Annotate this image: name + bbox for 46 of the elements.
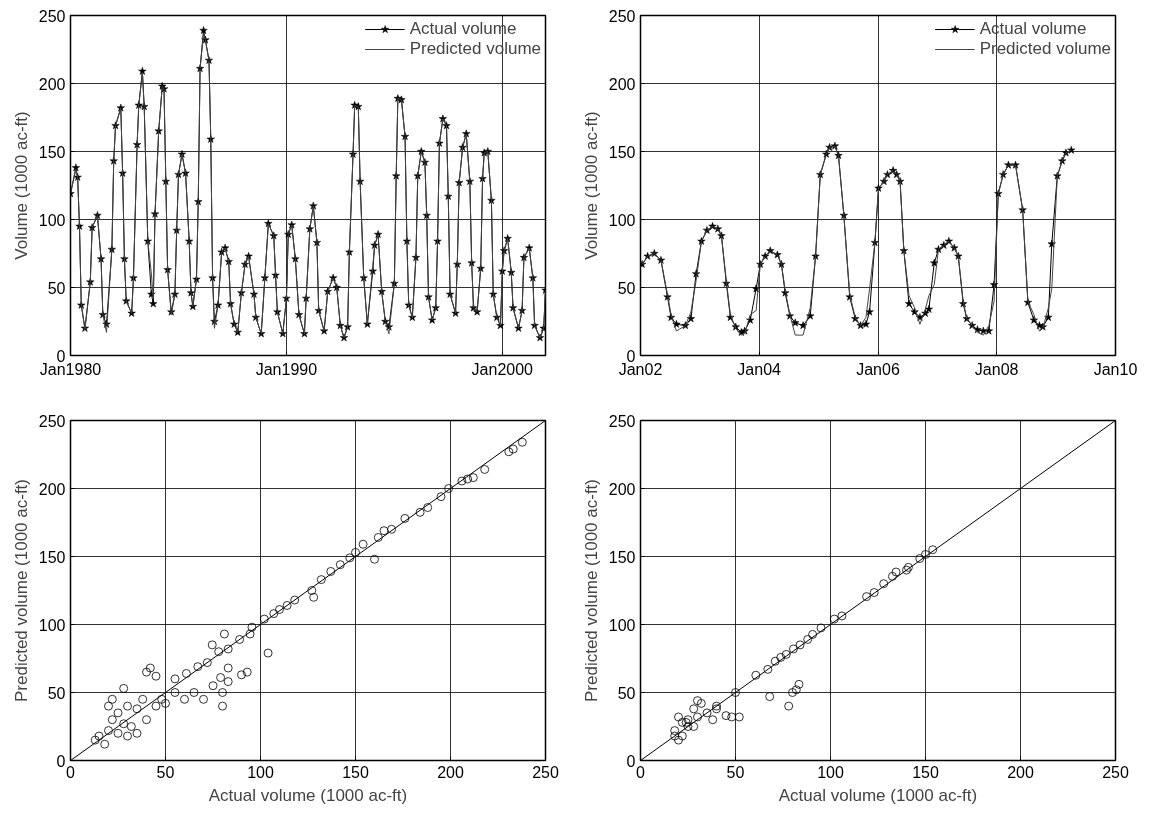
y-tick-label: 200 bbox=[38, 75, 66, 93]
y-tick-label: 250 bbox=[608, 7, 636, 25]
x-tick-label: 50 bbox=[726, 763, 745, 781]
y-tick-label: 50 bbox=[47, 684, 66, 702]
x-tick-label: 150 bbox=[912, 763, 939, 781]
y-tick-label: 0 bbox=[626, 347, 636, 365]
y-tick-label: 50 bbox=[617, 684, 636, 702]
y-tick-label: 100 bbox=[38, 616, 66, 634]
y-tick-label: 200 bbox=[608, 75, 636, 93]
y-tick-label: 200 bbox=[608, 480, 636, 498]
y-axis-title: Predicted volume (1000 ac-ft) bbox=[11, 479, 31, 702]
y-tick-label: 0 bbox=[56, 752, 66, 770]
y-tick-label: 50 bbox=[47, 279, 66, 297]
x-axis-title: Actual volume (1000 ac-ft) bbox=[208, 785, 408, 805]
x-tick-label: Jan04 bbox=[737, 360, 782, 378]
x-tick-label: 200 bbox=[437, 763, 464, 781]
x-tick-label: Jan1990 bbox=[255, 360, 318, 378]
y-axis-title: Volume (1000 ac-ft) bbox=[11, 111, 31, 260]
x-tick-label: Jan10 bbox=[1093, 360, 1138, 378]
y-axis-title: Volume (1000 ac-ft) bbox=[581, 111, 601, 260]
x-tick-label: 100 bbox=[247, 763, 274, 781]
x-tick-label: 150 bbox=[342, 763, 369, 781]
y-tick-label: 50 bbox=[617, 279, 636, 297]
x-tick-label: Jan06 bbox=[856, 360, 900, 378]
y-tick-label: 100 bbox=[608, 211, 636, 229]
y-tick-label: 150 bbox=[38, 143, 66, 161]
x-tick-label: Jan2000 bbox=[471, 360, 534, 378]
y-tick-label: 150 bbox=[608, 548, 636, 566]
y-tick-label: 0 bbox=[56, 347, 66, 365]
x-tick-label: 50 bbox=[156, 763, 175, 781]
x-tick-label: 250 bbox=[532, 763, 559, 781]
x-tick-label: 200 bbox=[1007, 763, 1034, 781]
y-tick-label: 100 bbox=[608, 616, 636, 634]
y-tick-label: 150 bbox=[38, 548, 66, 566]
y-tick-label: 250 bbox=[38, 7, 66, 25]
y-tick-label: 250 bbox=[38, 412, 66, 430]
y-tick-label: 200 bbox=[38, 480, 66, 498]
y-tick-label: 150 bbox=[608, 143, 636, 161]
x-tick-label: 250 bbox=[1102, 763, 1129, 781]
x-tick-label: Jan08 bbox=[974, 360, 1019, 378]
x-axis-title: Actual volume (1000 ac-ft) bbox=[778, 785, 978, 805]
y-tick-label: 100 bbox=[38, 211, 66, 229]
y-tick-label: 250 bbox=[608, 412, 636, 430]
y-tick-label: 0 bbox=[626, 752, 636, 770]
y-axis-title: Predicted volume (1000 ac-ft) bbox=[581, 479, 601, 702]
x-tick-label: 100 bbox=[817, 763, 844, 781]
